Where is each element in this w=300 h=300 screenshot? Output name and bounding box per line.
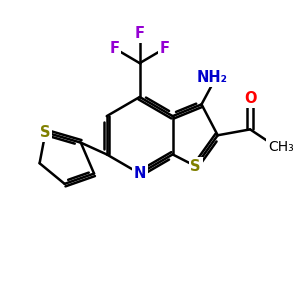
Text: S: S	[40, 125, 51, 140]
Text: NH₂: NH₂	[196, 70, 227, 86]
Text: F: F	[160, 41, 170, 56]
Text: O: O	[244, 91, 256, 106]
Text: F: F	[135, 26, 145, 41]
Text: N: N	[134, 166, 146, 181]
Text: CH₃: CH₃	[268, 140, 294, 154]
Text: F: F	[110, 41, 120, 56]
Text: S: S	[190, 159, 201, 174]
